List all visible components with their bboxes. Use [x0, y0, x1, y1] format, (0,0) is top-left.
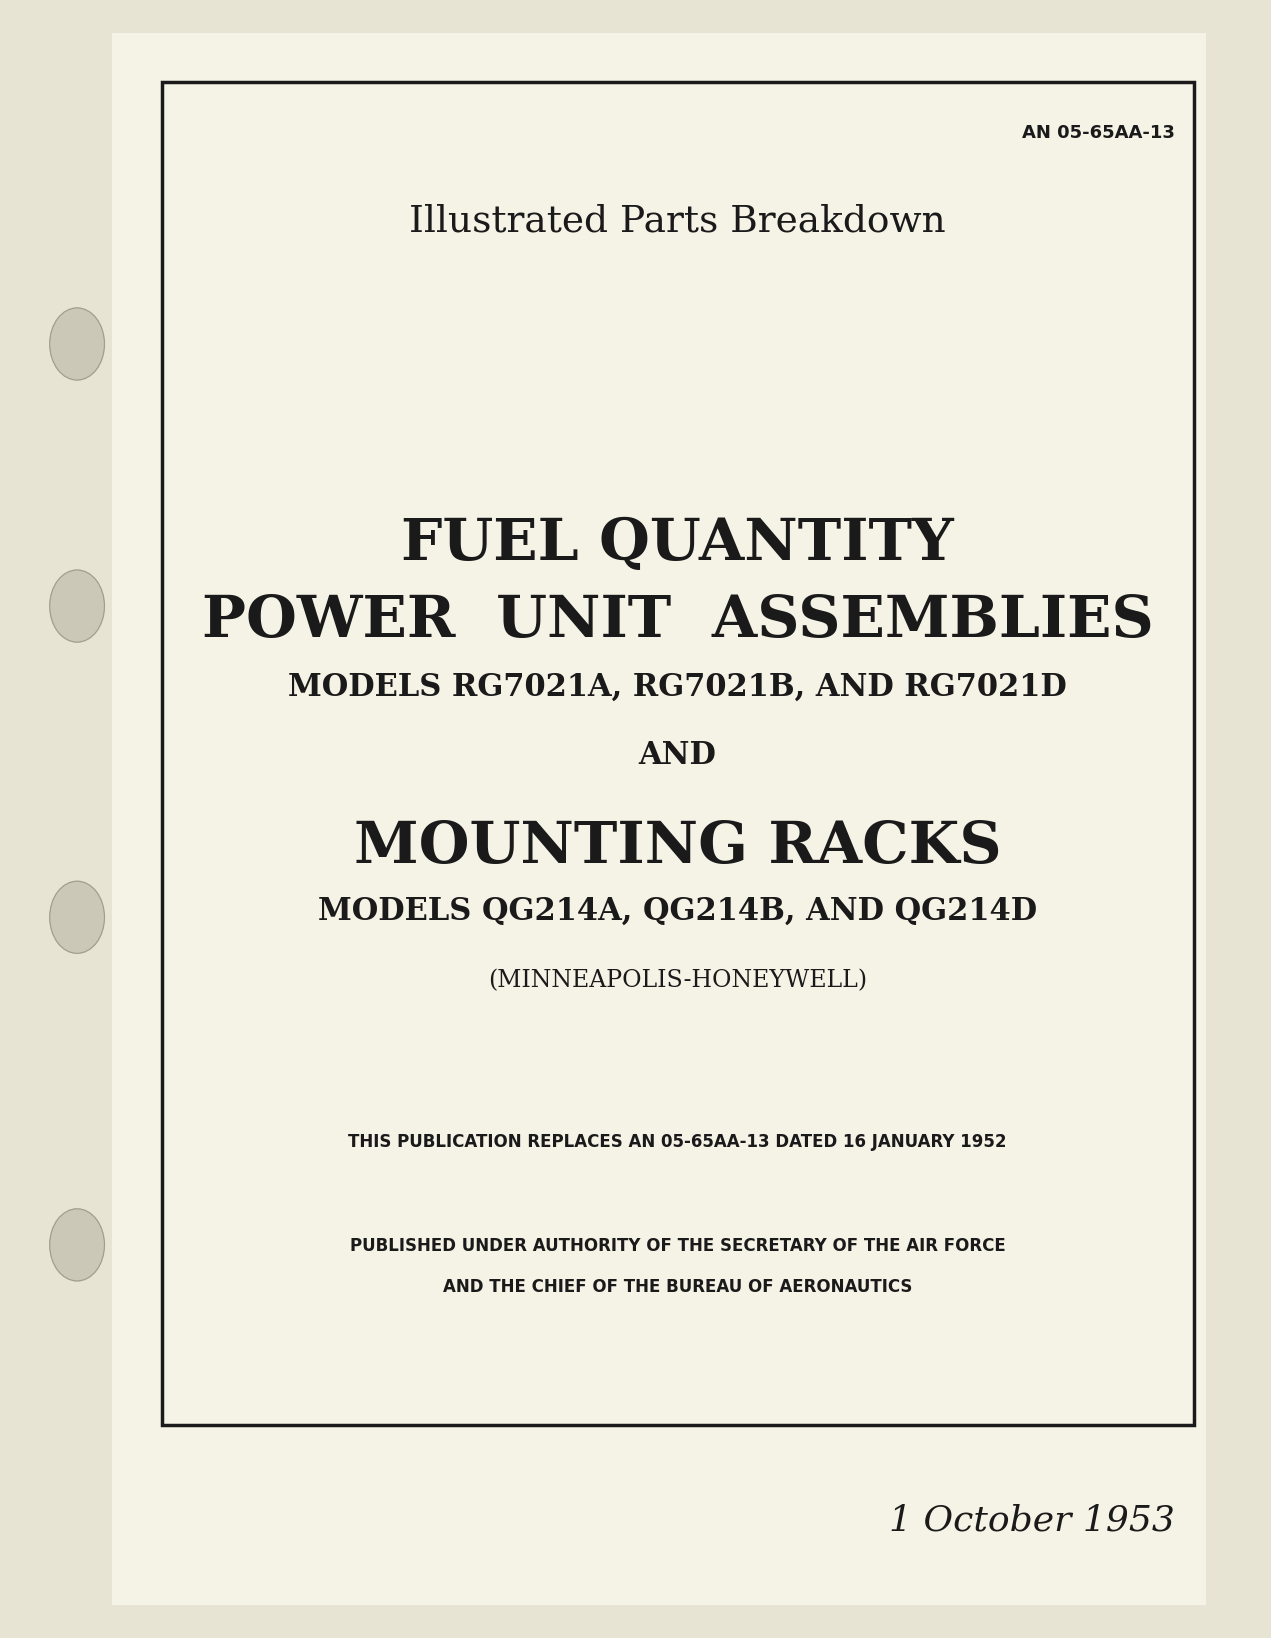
Text: PUBLISHED UNDER AUTHORITY OF THE SECRETARY OF THE AIR FORCE: PUBLISHED UNDER AUTHORITY OF THE SECRETA…: [350, 1237, 1005, 1255]
Bar: [161, 82, 1193, 1425]
Text: Illustrated Parts Breakdown: Illustrated Parts Breakdown: [409, 203, 946, 239]
Circle shape: [50, 881, 104, 953]
Text: THIS PUBLICATION REPLACES AN 05-65AA-13 DATED 16 JANUARY 1952: THIS PUBLICATION REPLACES AN 05-65AA-13 …: [348, 1133, 1007, 1152]
Text: FUEL QUANTITY: FUEL QUANTITY: [402, 516, 955, 572]
Text: AND: AND: [638, 740, 717, 771]
Circle shape: [50, 1209, 104, 1281]
Text: (MINNEAPOLIS-HONEYWELL): (MINNEAPOLIS-HONEYWELL): [488, 970, 867, 993]
Text: AN 05-65AA-13: AN 05-65AA-13: [1022, 124, 1174, 143]
Text: MODELS QG214A, QG214B, AND QG214D: MODELS QG214A, QG214B, AND QG214D: [318, 896, 1037, 927]
Text: AND THE CHIEF OF THE BUREAU OF AERONAUTICS: AND THE CHIEF OF THE BUREAU OF AERONAUTI…: [442, 1278, 913, 1296]
Circle shape: [50, 570, 104, 642]
Circle shape: [50, 308, 104, 380]
Text: MOUNTING RACKS: MOUNTING RACKS: [353, 819, 1002, 875]
Text: MODELS RG7021A, RG7021B, AND RG7021D: MODELS RG7021A, RG7021B, AND RG7021D: [289, 672, 1066, 703]
Bar: [112, 33, 1206, 1605]
Text: 1 October 1953: 1 October 1953: [888, 1504, 1174, 1538]
Text: POWER  UNIT  ASSEMBLIES: POWER UNIT ASSEMBLIES: [202, 593, 1154, 649]
